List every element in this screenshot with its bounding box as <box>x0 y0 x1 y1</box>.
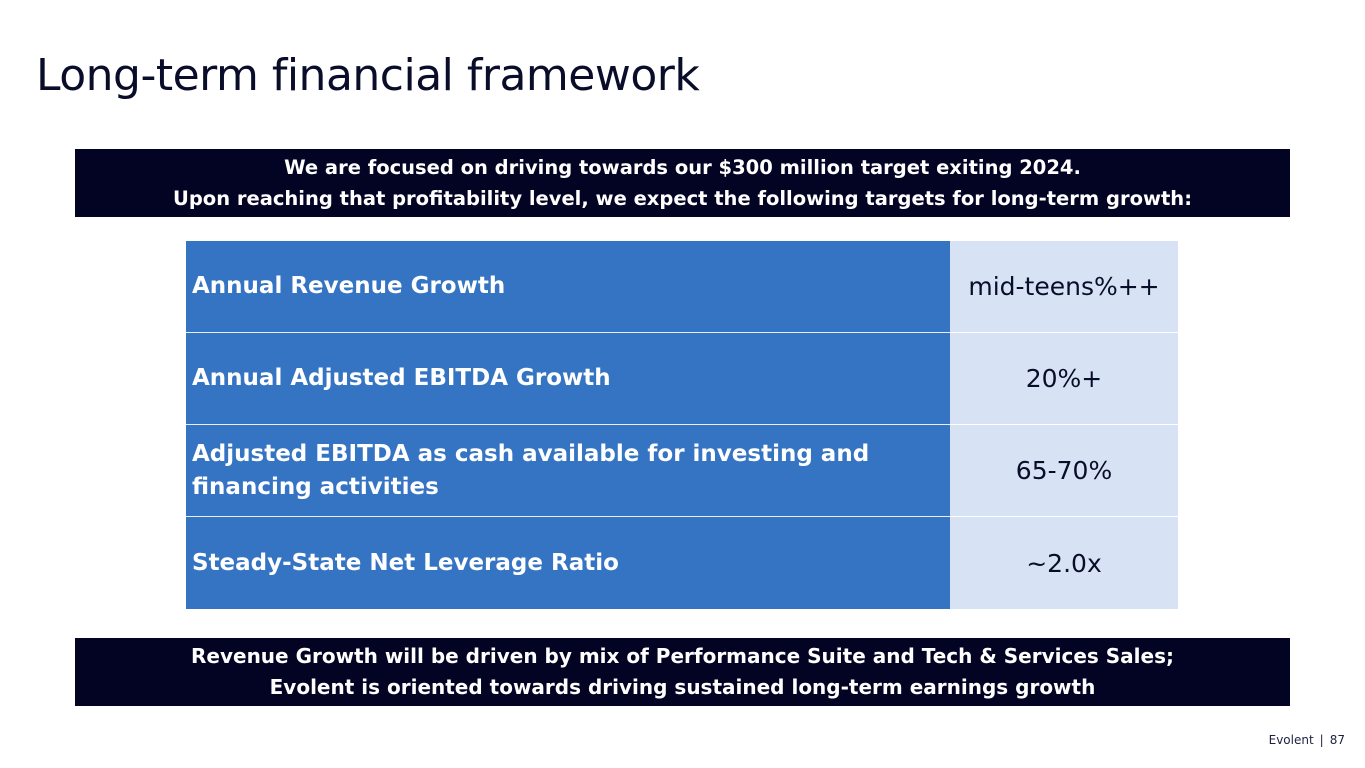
metric-value: mid-teens%++ <box>950 241 1178 333</box>
intro-banner-line-2: Upon reaching that profitability level, … <box>173 187 1192 210</box>
page-number: 87 <box>1329 733 1345 747</box>
metric-value: ~2.0x <box>950 517 1178 609</box>
intro-banner: We are focused on driving towards our $3… <box>75 149 1290 217</box>
metric-label: Annual Adjusted EBITDA Growth <box>186 333 950 425</box>
slide-footer: Evolent | 87 <box>1269 733 1345 747</box>
conclusion-banner-line-1: Revenue Growth will be driven by mix of … <box>191 644 1174 668</box>
table-row: Annual Adjusted EBITDA Growth 20%+ <box>186 333 1178 425</box>
metric-label: Adjusted EBITDA as cash available for in… <box>186 425 950 517</box>
targets-table: Annual Revenue Growth mid-teens%++ Annua… <box>186 241 1178 609</box>
page-title: Long-term financial framework <box>36 50 700 101</box>
footer-company: Evolent <box>1268 733 1314 747</box>
conclusion-banner-line-2: Evolent is oriented towards driving sust… <box>269 675 1096 699</box>
conclusion-banner: Revenue Growth will be driven by mix of … <box>75 638 1290 706</box>
table-row: Adjusted EBITDA as cash available for in… <box>186 425 1178 517</box>
intro-banner-line-1: We are focused on driving towards our $3… <box>284 156 1081 179</box>
metric-value: 65-70% <box>950 425 1178 517</box>
table-row: Annual Revenue Growth mid-teens%++ <box>186 241 1178 333</box>
table-row: Steady-State Net Leverage Ratio ~2.0x <box>186 517 1178 609</box>
footer-separator: | <box>1319 733 1324 747</box>
metric-label: Steady-State Net Leverage Ratio <box>186 517 950 609</box>
metric-label: Annual Revenue Growth <box>186 241 950 333</box>
metric-value: 20%+ <box>950 333 1178 425</box>
